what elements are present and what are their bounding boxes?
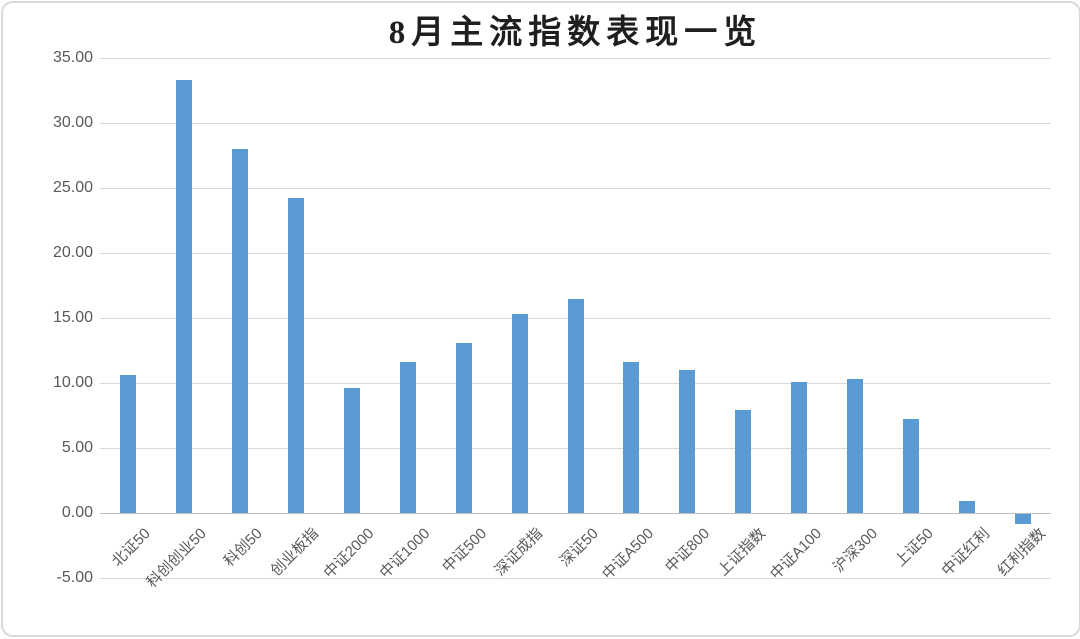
x-category-label: 红利指数 [994,525,1050,580]
bar-6 [399,362,416,513]
x-category-label: 中证2000 [320,525,378,582]
bar-4 [287,198,304,513]
gridline [100,188,1051,189]
x-category-label: 中证A500 [599,525,658,584]
bar-16 [959,501,976,513]
x-category-label: 上证指数 [714,525,770,580]
x-axis-zero-line [100,513,1051,514]
bar-2 [175,80,192,513]
y-tick-label: 30.00 [52,114,93,131]
bar-5 [343,388,360,513]
bar-10 [623,362,640,513]
bar-14 [847,379,864,513]
x-category-label: 科创50 [220,525,266,571]
y-tick-label: 0.00 [61,504,93,521]
bar-7 [455,342,472,513]
bar-17 [1015,514,1032,525]
x-category-label: 沪深300 [830,525,882,576]
x-category-label: 中证1000 [376,525,434,582]
x-category-label: 中证500 [438,525,490,576]
y-tick-label: 35.00 [52,49,93,66]
x-category-label: 上证50 [892,525,938,571]
bar-8 [511,314,528,513]
gridline [100,123,1051,124]
gridline [100,58,1051,59]
bar-9 [567,298,584,513]
bar-11 [679,370,696,513]
y-tick-label: 5.00 [61,439,93,456]
x-category-label: 中证800 [662,525,714,576]
bar-1 [119,375,136,513]
y-tick-label: 10.00 [52,374,93,391]
y-tick-label: 20.00 [52,244,93,261]
bar-3 [231,149,248,513]
x-category-label: 深证成指 [491,525,546,580]
x-category-label: 深证50 [556,525,602,571]
x-category-label: 中证A100 [767,525,826,584]
x-category-label: 创业板指 [267,525,322,580]
x-category-label: 科创创业50 [143,525,210,592]
bar-12 [735,410,752,513]
chart-title: 8月主流指数表现一览 [388,15,763,51]
gridline [100,578,1051,579]
y-tick-label: 15.00 [52,309,93,326]
y-tick-label: -5.00 [56,569,93,586]
bar-15 [903,419,920,513]
x-category-label: 北证50 [108,525,155,571]
bar-13 [791,381,808,513]
y-tick-label: 25.00 [52,179,93,196]
x-category-label: 中证红利 [938,525,994,580]
gridline [100,253,1051,254]
plot-area: 35.00 30.00 25.00 20.00 15.00 10.00 5.00 0.00 -5… [3,3,1080,639]
